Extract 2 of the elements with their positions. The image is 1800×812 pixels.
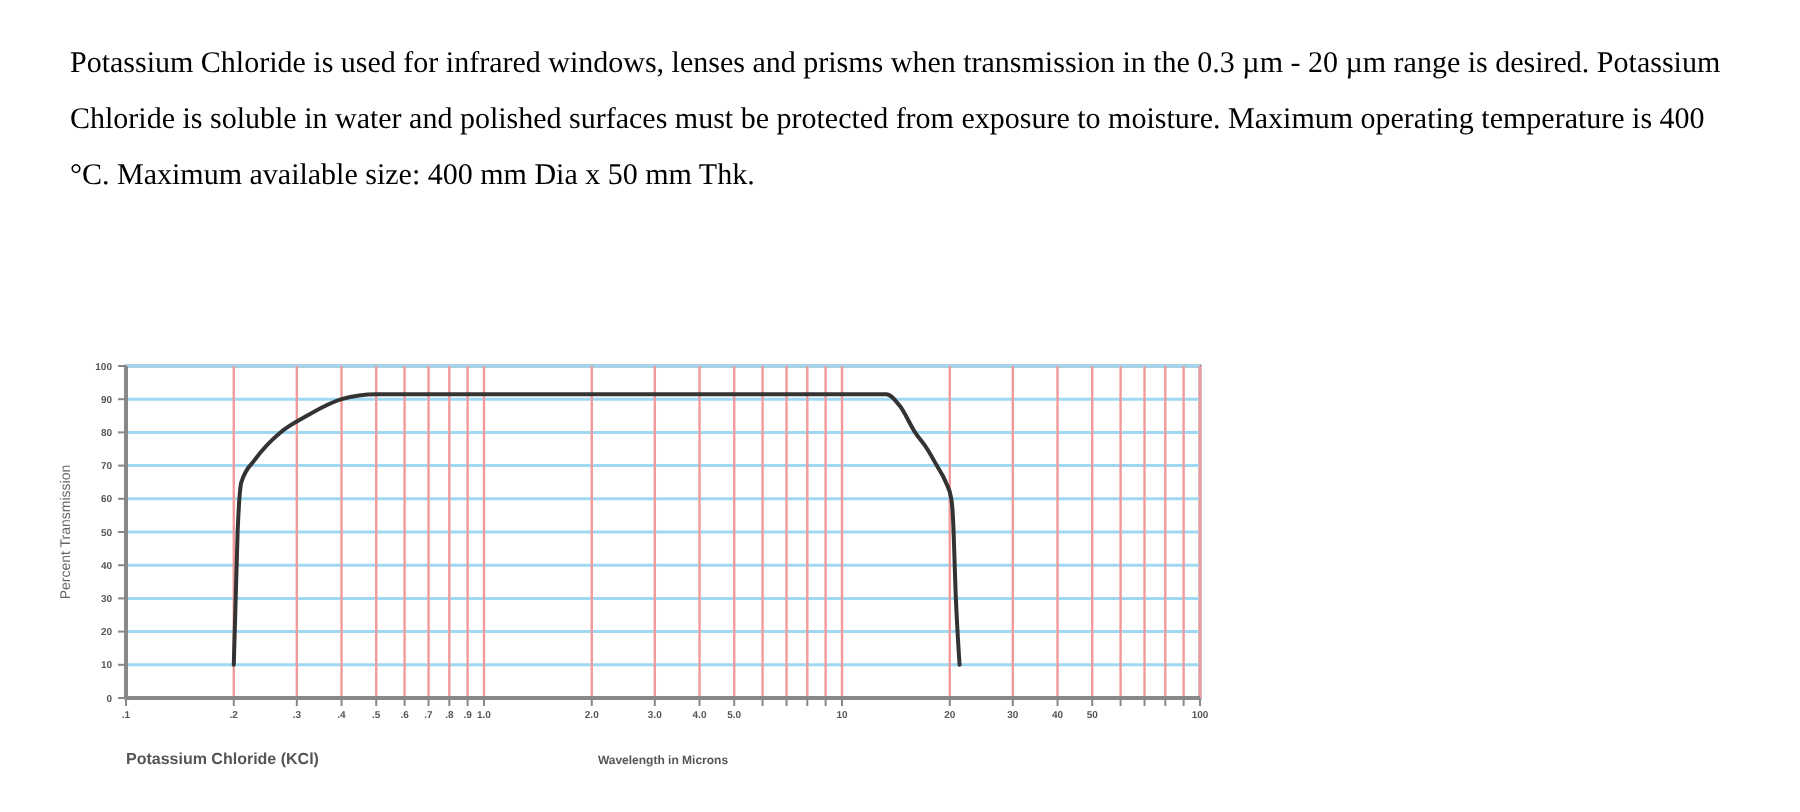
text: Potassium Chloride (KCl) [126,750,320,768]
text: Potassium Chloride is used for infrared windows, lenses and prisms when transmission in the 0.3 µm - 20 µm range is desired. Potassium Chloride is soluble in water and polished surfaces must be protected from exposure to moisture. Maximum operating temperature is 400 °C. Maximum available size: 400 mm Dia x 50 mm Thk. [70,46,1723,196]
